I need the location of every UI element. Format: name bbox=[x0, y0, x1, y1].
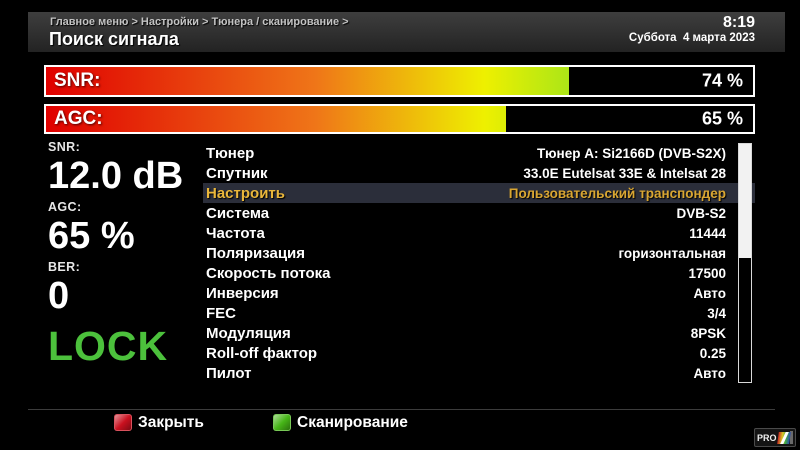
snr-bar-label: SNR: bbox=[54, 70, 101, 91]
setting-value: Авто bbox=[693, 365, 726, 381]
setting-label: Тюнер bbox=[206, 144, 255, 162]
protv-watermark-logo: PRO bbox=[754, 428, 796, 447]
setting-value: Тюнер A: Si2166D (DVB-S2X) bbox=[536, 145, 726, 161]
protv-emblem-icon bbox=[776, 431, 791, 444]
breadcrumb: Главное меню > Настройки > Тюнера / скан… bbox=[50, 16, 349, 28]
settings-row[interactable]: Спутник 33.0E Eutelsat 33E & Intelsat 28 bbox=[203, 163, 755, 183]
setting-label: Спутник bbox=[206, 164, 268, 182]
setting-value: горизонтальная bbox=[618, 245, 726, 261]
ber-metric-label: BER: bbox=[48, 260, 81, 274]
setting-value: DVB-S2 bbox=[676, 205, 726, 221]
snr-metric-label: SNR: bbox=[48, 140, 81, 154]
agc-bar-label: AGC: bbox=[54, 108, 103, 129]
setting-value: 0.25 bbox=[699, 345, 726, 361]
watermark-text: PRO bbox=[757, 432, 777, 443]
settings-row[interactable]: Система DVB-S2 bbox=[203, 203, 755, 223]
green-key-icon[interactable] bbox=[273, 414, 291, 431]
setting-label: Инверсия bbox=[206, 284, 279, 302]
scan-button[interactable]: Сканирование bbox=[297, 414, 408, 431]
setting-label: Поляризация bbox=[206, 244, 306, 262]
setting-label: Скорость потока bbox=[206, 264, 331, 282]
agc-bar-empty bbox=[505, 106, 753, 132]
red-key-icon[interactable] bbox=[114, 414, 132, 431]
page-title: Поиск сигнала bbox=[49, 29, 179, 49]
scrollbar[interactable] bbox=[738, 143, 752, 383]
settings-row[interactable]: Поляризация горизонтальная bbox=[203, 243, 755, 263]
agc-metric-value: 65 % bbox=[48, 215, 135, 257]
clock: 8:19 Суббота 4 марта 2023 bbox=[629, 14, 755, 46]
setting-value: 3/4 bbox=[707, 305, 726, 321]
signal-metrics-panel: SNR: 12.0 dB AGC: 65 % BER: 0 LOCK bbox=[48, 140, 208, 370]
header-bar: Главное меню > Настройки > Тюнера / скан… bbox=[28, 12, 785, 52]
date-display: Суббота 4 марта 2023 bbox=[628, 32, 755, 45]
footer-divider bbox=[28, 409, 775, 410]
snr-metric-value: 12.0 dB bbox=[48, 155, 184, 197]
settings-row[interactable]: Инверсия Авто bbox=[203, 283, 755, 303]
green-key-face bbox=[274, 415, 290, 430]
setting-label: Система bbox=[206, 204, 270, 222]
setting-label: Настроить bbox=[206, 184, 285, 202]
setting-label: Модуляция bbox=[206, 324, 291, 342]
setting-label: Пилот bbox=[206, 364, 252, 382]
snr-bar-empty bbox=[569, 67, 753, 95]
settings-row[interactable]: Модуляция 8PSK bbox=[203, 323, 755, 343]
settings-list: Тюнер Тюнер A: Si2166D (DVB-S2X) Спутник… bbox=[203, 143, 755, 383]
snr-bar-value: 74 % bbox=[701, 70, 743, 91]
setting-value: Авто bbox=[693, 285, 726, 301]
agc-bar-value: 65 % bbox=[701, 108, 743, 129]
emblem-slash bbox=[779, 431, 789, 444]
settings-row[interactable]: Скорость потока 17500 bbox=[203, 263, 755, 283]
emblem-side-strip bbox=[790, 431, 793, 444]
setting-label: Частота bbox=[206, 224, 265, 242]
scrollbar-thumb[interactable] bbox=[739, 144, 751, 259]
red-key-face bbox=[115, 415, 131, 430]
settings-row[interactable]: Частота 11444 bbox=[203, 223, 755, 243]
setting-value: 8PSK bbox=[690, 325, 726, 341]
agc-progress-bar: AGC: 65 % bbox=[44, 104, 755, 134]
ber-metric-value: 0 bbox=[48, 275, 70, 317]
settings-row[interactable]: Roll-off фактор 0.25 bbox=[203, 343, 755, 363]
settings-row[interactable]: Настроить Пользовательский транспондер bbox=[203, 183, 755, 203]
agc-metric-label: AGC: bbox=[48, 200, 82, 214]
settings-row[interactable]: Тюнер Тюнер A: Si2166D (DVB-S2X) bbox=[203, 143, 755, 163]
settings-row[interactable]: Пилот Авто bbox=[203, 363, 755, 383]
close-button[interactable]: Закрыть bbox=[138, 414, 204, 431]
snr-progress-bar: SNR: 74 % bbox=[44, 65, 755, 97]
lock-status-badge: LOCK bbox=[48, 323, 169, 369]
setting-label: FEC bbox=[206, 304, 236, 322]
setting-value: 33.0E Eutelsat 33E & Intelsat 28 bbox=[523, 165, 726, 181]
settings-row[interactable]: FEC 3/4 bbox=[203, 303, 755, 323]
setting-value: Пользовательский транспондер bbox=[508, 185, 726, 201]
setting-value: 11444 bbox=[689, 225, 726, 241]
setting-value: 17500 bbox=[688, 265, 726, 281]
time-display: 8:19 bbox=[722, 14, 755, 31]
setting-label: Roll-off фактор bbox=[206, 344, 318, 362]
